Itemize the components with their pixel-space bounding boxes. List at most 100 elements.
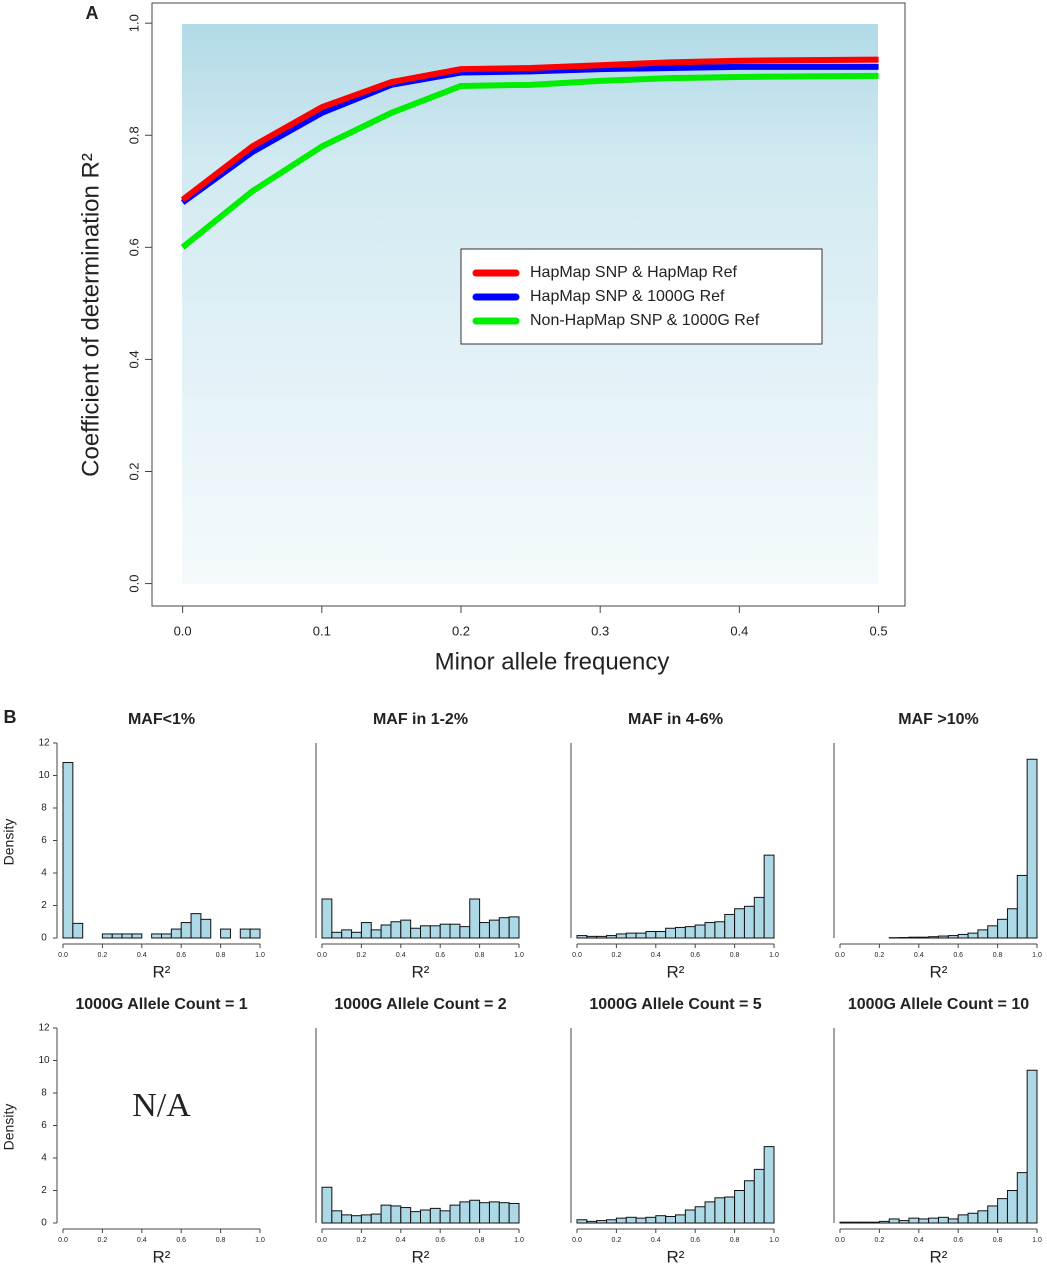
bar: [987, 1205, 999, 1224]
x-tick-label: 0.2: [612, 952, 622, 959]
bar: [220, 928, 231, 939]
x-tick-label: 0.8: [730, 952, 740, 959]
bar: [675, 1214, 686, 1224]
x-axis-label: R²: [667, 1247, 685, 1266]
bar: [239, 928, 251, 939]
annotation: N/A: [132, 1087, 191, 1124]
x-tick-label: 0.6: [435, 952, 445, 959]
bar: [360, 922, 372, 939]
x-tick-label: 1.0: [1032, 952, 1042, 959]
x-tick-label: 0.2: [875, 952, 885, 959]
bar: [967, 1212, 979, 1224]
bar: [615, 933, 627, 939]
bar: [665, 927, 677, 939]
y-tick-label: 4: [41, 1153, 47, 1164]
chart-title: 1000G Allele Count = 1: [75, 996, 247, 1013]
bar: [645, 1216, 657, 1224]
chart-title: 1000G Allele Count = 2: [334, 996, 506, 1013]
x-tick-label: 1.0: [769, 1237, 779, 1244]
trend-line: [180, 72, 879, 250]
bar: [753, 1168, 765, 1224]
x-tick-label: 0.2: [98, 952, 108, 959]
y-axis-label: Density: [1, 819, 17, 866]
bar: [655, 1215, 667, 1224]
bar: [449, 1204, 461, 1224]
bar: [743, 1180, 755, 1224]
x-tick-label: 0.0: [572, 952, 582, 959]
y-tick-label: 0: [41, 1218, 47, 1229]
bar: [724, 913, 736, 939]
bar: [586, 1220, 598, 1224]
x-tick-label: 0.4: [651, 952, 661, 959]
chart-title: MAF<1%: [128, 711, 195, 728]
y-tick-label: 6: [41, 1120, 47, 1131]
x-tick-label: 0.0: [317, 1237, 327, 1244]
bar: [997, 1198, 1008, 1224]
bar: [151, 933, 162, 939]
x-tick-label: 0.0: [58, 1237, 68, 1244]
x-tick-label: 0.4: [730, 623, 748, 638]
x-tick-label: 0.3: [591, 623, 609, 638]
bar: [479, 1202, 490, 1224]
bar: [321, 898, 333, 939]
bar: [498, 917, 510, 939]
bar: [360, 1214, 372, 1224]
x-tick-label: 0.8: [475, 1237, 485, 1244]
bar: [72, 922, 84, 939]
bar: [586, 935, 598, 939]
chart-title: 1000G Allele Count = 10: [848, 996, 1029, 1013]
x-tick-label: 0.0: [58, 952, 68, 959]
x-tick-label: 0.4: [914, 1237, 924, 1244]
bar: [734, 908, 745, 939]
x-tick-label: 0.2: [452, 623, 470, 638]
bar: [918, 936, 930, 939]
bar: [714, 921, 726, 939]
bar: [645, 931, 657, 939]
x-tick-label: 0.0: [317, 952, 327, 959]
bar: [938, 1216, 949, 1224]
bar: [200, 918, 212, 939]
bar: [606, 1219, 617, 1224]
bar: [635, 932, 647, 939]
x-tick-label: 0.2: [357, 1237, 367, 1244]
bar: [331, 1210, 343, 1224]
bar: [341, 1214, 353, 1224]
bar: [694, 924, 706, 939]
bar: [704, 922, 716, 939]
x-tick-label: 0.4: [137, 1237, 147, 1244]
bar: [170, 928, 182, 939]
bar: [508, 1203, 520, 1224]
y-tick-label: 0.0: [126, 575, 141, 593]
bar: [928, 936, 940, 939]
x-tick-label: 0.6: [435, 1237, 445, 1244]
y-tick-label: 1.0: [126, 14, 141, 32]
bar: [1026, 1069, 1038, 1224]
x-tick-label: 0.6: [953, 1237, 963, 1244]
bar: [410, 927, 421, 939]
x-axis-label: R²: [930, 962, 948, 981]
bar: [390, 1205, 402, 1224]
x-tick-label: 0.4: [396, 1237, 406, 1244]
x-tick-label: 0.4: [651, 1237, 661, 1244]
y-axis-label: Coefficient of determination R²: [77, 153, 104, 477]
bar: [370, 929, 382, 939]
bar: [190, 913, 202, 939]
bar: [714, 1197, 726, 1224]
bar: [938, 935, 949, 939]
bar: [1006, 908, 1018, 939]
x-tick-label: 0.0: [174, 623, 192, 638]
y-tick-label: 0.6: [126, 238, 141, 256]
trend-line: [180, 56, 879, 203]
x-axis-label: R²: [930, 1247, 948, 1266]
x-tick-label: 0.4: [914, 952, 924, 959]
bar: [947, 935, 959, 939]
bar: [1026, 758, 1038, 939]
bar: [101, 933, 113, 939]
x-axis-label: R²: [153, 962, 171, 981]
bar: [439, 1210, 451, 1224]
bar: [121, 933, 133, 939]
x-tick-label: 0.2: [98, 1237, 108, 1244]
bar: [684, 1209, 696, 1224]
x-tick-label: 0.0: [835, 952, 845, 959]
